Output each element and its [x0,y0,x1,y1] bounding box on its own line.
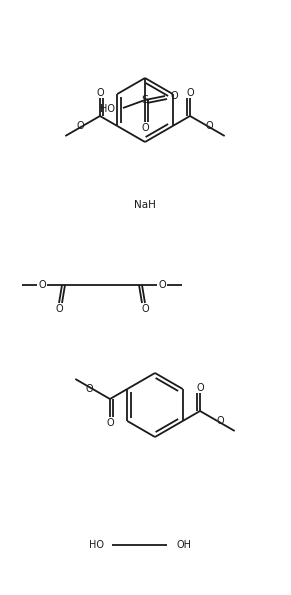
Text: O: O [96,88,104,98]
Text: HO: HO [100,104,115,114]
Text: O: O [141,123,149,133]
Text: O: O [205,121,213,131]
Text: O: O [77,121,84,131]
Text: O: O [217,416,224,426]
Text: NaH: NaH [134,200,156,210]
Text: O: O [141,304,149,314]
Text: O: O [171,91,179,101]
Text: O: O [38,280,46,290]
Text: O: O [196,383,204,393]
Text: OH: OH [177,540,192,550]
Text: O: O [106,418,114,428]
Text: O: O [158,280,166,290]
Text: O: O [86,384,93,394]
Text: O: O [55,304,63,314]
Text: HO: HO [89,540,104,550]
Text: S: S [141,95,149,105]
Text: O: O [186,88,194,98]
